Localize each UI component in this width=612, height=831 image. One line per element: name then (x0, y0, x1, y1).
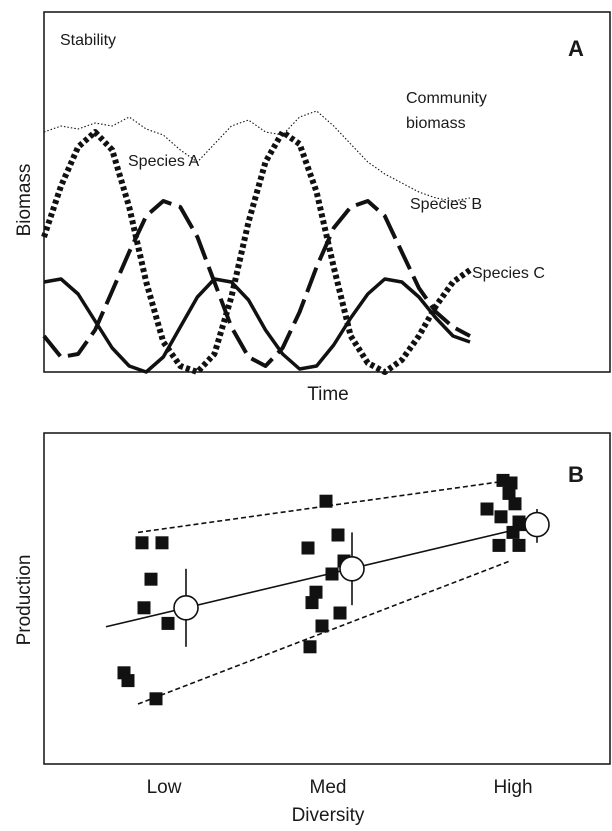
data-point (161, 616, 175, 630)
panel-b: B Production Diversity Low Med High (14, 432, 611, 826)
data-point (144, 572, 158, 586)
panel-b-xlabel: Diversity (292, 805, 365, 826)
data-point (137, 601, 151, 615)
series-line-community-biomass (43, 110, 471, 202)
data-point (155, 536, 169, 550)
data-point (506, 525, 520, 539)
series-line-species-c (43, 277, 471, 374)
data-point (494, 510, 508, 524)
species-a-label: Species A (128, 153, 199, 170)
data-point (333, 606, 347, 620)
data-point (480, 502, 494, 516)
data-point (325, 567, 339, 581)
data-point (301, 541, 315, 555)
data-point (512, 538, 526, 552)
panel-b-frame (43, 432, 611, 765)
data-point (309, 585, 323, 599)
data-point (504, 476, 518, 490)
data-point (149, 692, 163, 706)
data-point (305, 596, 319, 610)
community-label-line2: biomass (406, 115, 466, 132)
envelope-lower-line (137, 560, 511, 705)
mean-marker (339, 555, 365, 582)
trend-line (105, 523, 538, 628)
data-point (492, 538, 506, 552)
x-tick-label: Med (310, 777, 347, 798)
panel-a-xlabel: Time (307, 384, 349, 405)
panel-a-frame (43, 11, 611, 373)
data-point (331, 528, 345, 542)
data-point (121, 674, 135, 688)
data-point (303, 640, 317, 654)
species-c-label: Species C (472, 265, 545, 282)
panel-a: Stability A Biomass Time Species A Speci… (14, 11, 611, 405)
mean-marker (173, 594, 199, 621)
panel-b-marks-group (105, 473, 550, 706)
species-b-label: Species B (410, 196, 482, 213)
series-line-species-b (42, 199, 471, 368)
panel-a-ylabel: Biomass (14, 164, 35, 237)
community-label-line1: Community (406, 90, 487, 107)
x-tick-label: Low (147, 777, 182, 798)
data-point (502, 486, 516, 500)
panel-b-ylabel: Production (14, 555, 35, 646)
panel-b-label: B (568, 462, 584, 487)
panel-a-label: A (568, 36, 584, 61)
data-point (319, 494, 333, 508)
series-line-species-a (41, 129, 472, 375)
data-point (135, 536, 149, 550)
panel-a-title: Stability (60, 32, 116, 49)
x-tick-label: High (493, 777, 532, 798)
data-point (508, 497, 522, 511)
data-point (315, 619, 329, 633)
panel-a-series-group (41, 110, 472, 375)
mean-marker (524, 511, 550, 538)
